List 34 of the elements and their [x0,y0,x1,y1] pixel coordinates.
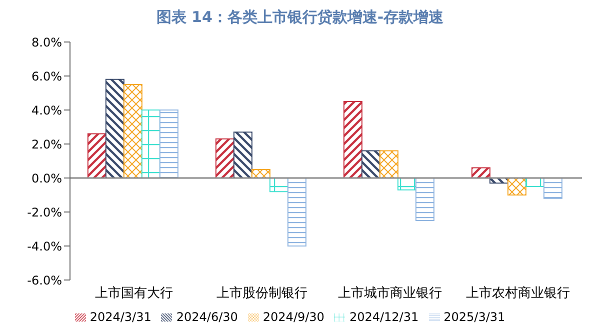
y-tick-label: -6.0% [27,273,62,288]
chart-title: 图表 14：各类上市银行贷款增速-存款增速 [155,8,445,28]
bar [507,178,526,196]
bar [123,84,142,178]
bar [361,150,380,178]
bar [287,178,306,246]
x-tick-label: 上市股份制银行 [216,286,308,302]
y-tick-label: 2.0% [32,137,62,152]
legend-label: 2024/12/31 [349,310,419,324]
legend-label: 2024/9/30 [262,310,324,324]
x-tick-label: 上市农村商业银行 [466,286,570,302]
y-tick-label: 8.0% [32,35,62,50]
bar [251,169,270,178]
x-tick-label: 上市城市商业银行 [338,286,442,302]
bar [141,110,160,178]
bar [471,167,490,178]
y-tick-label: -4.0% [27,239,62,254]
bar [379,150,398,178]
bar [543,178,562,199]
legend-label: 2025/3/31 [444,310,506,324]
y-tick-label: 6.0% [32,69,62,84]
bar [415,178,434,221]
bar [215,138,234,178]
bar [87,133,106,178]
y-tick-label: -2.0% [27,205,62,220]
bar [105,78,124,178]
y-tick-label: 4.0% [32,103,62,118]
bar [159,110,178,178]
bar [343,101,362,178]
bar [233,132,252,178]
y-tick-label: 0.0% [32,171,62,186]
x-tick-label: 上市国有大行 [95,286,173,302]
legend-label: 2024/6/30 [176,310,238,324]
legend-label: 2024/3/31 [90,310,152,324]
